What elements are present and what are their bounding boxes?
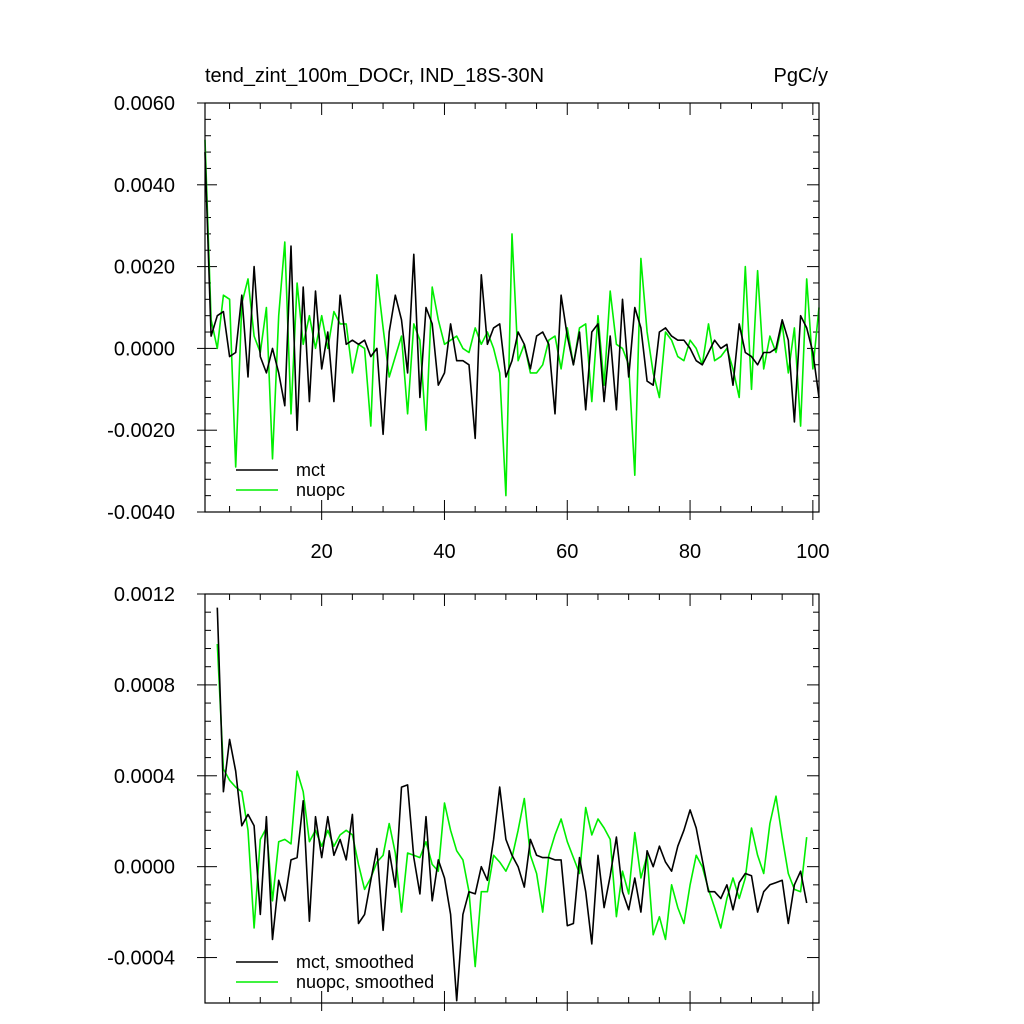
- top-series-line-nuopc: [204, 139, 820, 497]
- bottom-axis-ticks: [197, 593, 819, 1011]
- bottom-ytick-label: 0.0004: [114, 766, 175, 788]
- bottom-plot-frame: [204, 593, 820, 1004]
- bottom-tick-labels: -0.0004 0.0000 0.0004 0.0008 0.0012: [107, 584, 175, 970]
- legend-label-nuopc: nuopc: [296, 480, 345, 500]
- chart-units: PgC/y: [774, 65, 828, 87]
- top-xtick-label: 100: [796, 541, 829, 563]
- top-xtick-label: 20: [311, 541, 333, 563]
- legend-label-mct-smoothed: mct, smoothed: [296, 952, 414, 972]
- bottom-panel: -0.0004 0.0000 0.0004 0.0008 0.0012 mct, smo…: [107, 584, 820, 1011]
- top-tick-labels: -0.0040 -0.0020 0.0000 0.0020 0.0040 0.0060 20…: [107, 93, 829, 563]
- bottom-series: [216, 607, 808, 1002]
- top-legend: mct nuopc: [236, 460, 345, 500]
- top-ytick-label: -0.0020: [107, 420, 175, 442]
- legend-label-nuopc-smoothed: nuopc, smoothed: [296, 972, 434, 992]
- chart-title: tend_zint_100m_DOCr, IND_18S-30N: [205, 65, 544, 87]
- bottom-legend: mct, smoothed nuopc, smoothed: [236, 952, 434, 992]
- top-series: [204, 139, 820, 497]
- legend-label-mct: mct: [296, 460, 325, 480]
- bottom-ytick-label: 0.0012: [114, 584, 175, 606]
- top-ytick-label: 0.0020: [114, 257, 175, 279]
- bottom-ytick-label: -0.0004: [107, 948, 175, 970]
- top-xtick-label: 40: [433, 541, 455, 563]
- top-xtick-label: 80: [679, 541, 701, 563]
- top-ytick-label: 0.0000: [114, 338, 175, 360]
- top-panel: tend_zint_100m_DOCr, IND_18S-30N PgC/y -…: [107, 65, 829, 563]
- bottom-ytick-label: 0.0000: [114, 857, 175, 879]
- top-xtick-label: 60: [556, 541, 578, 563]
- top-ytick-label: 0.0060: [114, 93, 175, 115]
- bottom-series-line-mct: [216, 607, 808, 1002]
- top-ytick-label: -0.0040: [107, 502, 175, 524]
- top-series-line-mct: [204, 152, 820, 440]
- top-axis-ticks: [197, 102, 819, 520]
- top-ytick-label: 0.0040: [114, 175, 175, 197]
- bottom-ytick-label: 0.0008: [114, 675, 175, 697]
- top-plot-frame: [204, 102, 820, 513]
